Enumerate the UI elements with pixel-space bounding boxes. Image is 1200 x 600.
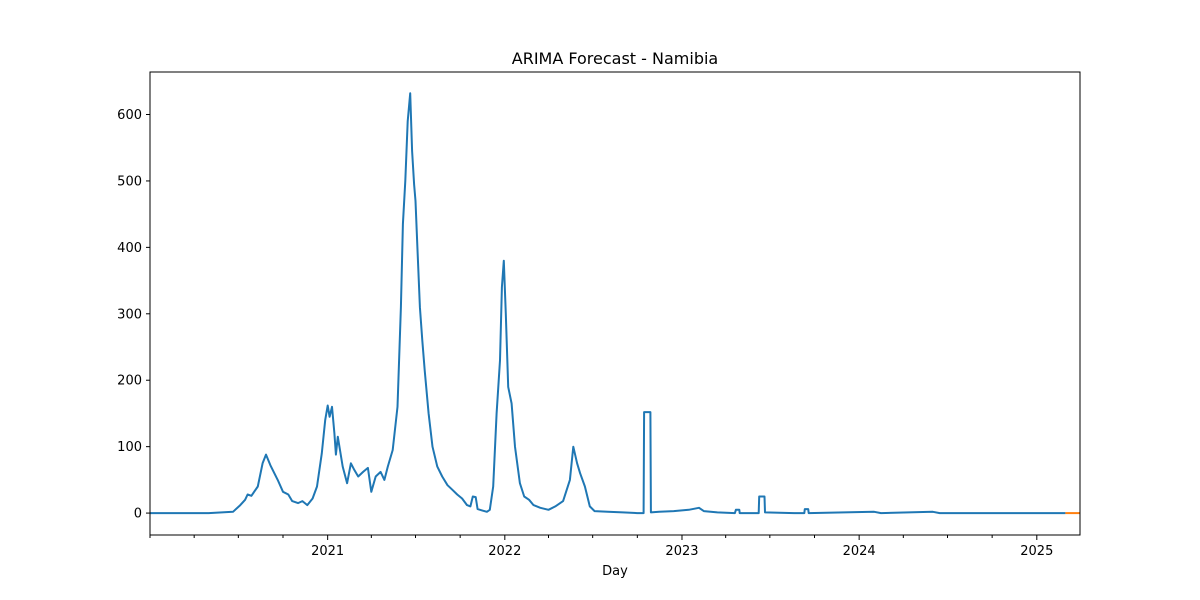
- axes-frame: [149, 71, 1081, 536]
- series-line-0: [150, 92, 1066, 515]
- y-tick-label-0: 0: [134, 507, 142, 522]
- y-tick-label-400: 400: [117, 241, 142, 256]
- x-tick-label-2023: 2023: [665, 544, 698, 559]
- x-tick-label-2021: 2021: [311, 544, 344, 559]
- y-axis: 0 100 200 300 400 500 600: [117, 108, 150, 522]
- x-axis-label: Day: [602, 564, 628, 579]
- y-tick-label-100: 100: [117, 440, 142, 455]
- x-axis: 2021 2022 2023 2024 2025: [149, 535, 1053, 559]
- x-tick-label-2022: 2022: [488, 544, 521, 559]
- y-tick-label-200: 200: [117, 374, 142, 389]
- plot-area: [150, 92, 1080, 515]
- y-tick-label-500: 500: [117, 174, 142, 189]
- chart-title: ARIMA Forecast - Namibia: [512, 49, 718, 68]
- x-tick-label-2024: 2024: [843, 544, 876, 559]
- y-tick-label-600: 600: [117, 108, 142, 123]
- y-tick-label-300: 300: [117, 307, 142, 322]
- x-tick-label-2025: 2025: [1020, 544, 1053, 559]
